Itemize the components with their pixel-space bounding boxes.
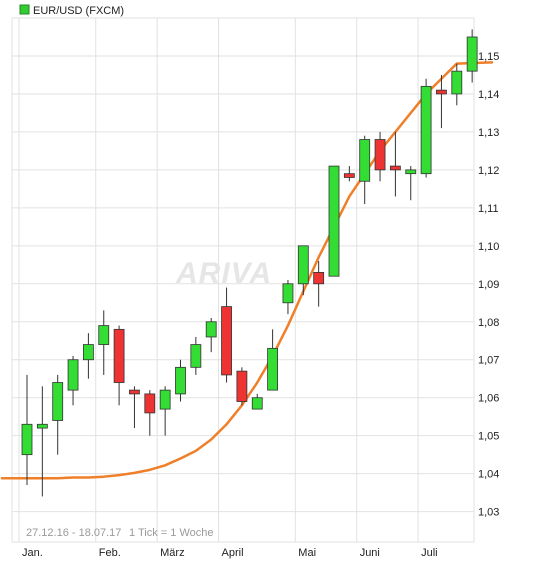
candle — [328, 165, 340, 277]
footer-tick-info: 1 Tick = 1 Woche — [129, 527, 213, 539]
candle-body-down — [144, 393, 156, 414]
candle — [190, 336, 202, 375]
y-tick-label: 1,11 — [478, 203, 499, 215]
y-tick-label: 1,07 — [478, 355, 499, 367]
candle-body-up — [282, 283, 294, 304]
candle — [359, 135, 371, 205]
candle — [466, 29, 478, 83]
candle — [205, 317, 217, 353]
y-tick-label: 1,10 — [478, 241, 499, 253]
candle-body-down — [313, 272, 325, 285]
candle — [251, 393, 263, 410]
candle-body-up — [52, 382, 64, 421]
legend-swatch — [19, 4, 30, 15]
y-tick-label: 1,08 — [478, 317, 499, 329]
candle — [175, 359, 186, 402]
y-tick-label: 1,12 — [478, 165, 499, 177]
candle-body-up — [297, 245, 309, 285]
moving-average-line — [0, 61, 494, 480]
candle — [113, 325, 125, 406]
candle-body-up — [175, 366, 186, 395]
x-tick-label: Jan. — [22, 547, 43, 559]
candle — [282, 280, 294, 315]
y-tick-label: 1,15 — [478, 51, 499, 63]
candle — [297, 245, 309, 296]
candle-body-up — [251, 397, 263, 410]
candle-body-up — [420, 85, 432, 175]
candle-body-down — [436, 89, 447, 95]
candle-body-up — [36, 423, 48, 429]
x-tick-label: Mai — [298, 547, 316, 559]
x-tick-label: Juli — [421, 547, 438, 559]
candle — [129, 386, 140, 429]
candle-body-up — [21, 423, 33, 456]
moving-average-layer — [0, 61, 494, 480]
candle-body-up — [67, 359, 79, 391]
candle-body-up — [190, 344, 202, 368]
candle-body-down — [129, 389, 140, 395]
candle — [159, 386, 171, 436]
x-tick-label: Feb. — [99, 547, 121, 559]
candle-body-up — [359, 139, 371, 182]
candle — [52, 374, 64, 455]
y-axis-labels: 1,03 1,04 1,05 1,06 1,07 1,08 1,09 1,10 1,11 1,12… — [478, 51, 499, 519]
candle — [221, 287, 232, 383]
candle-body-down — [374, 139, 386, 171]
candle-body-up — [205, 321, 217, 338]
candle-body-up — [267, 347, 279, 391]
y-tick-label: 1,05 — [478, 431, 499, 443]
candle-body-down — [236, 370, 248, 402]
candle-body-up — [405, 169, 417, 175]
candle — [389, 131, 401, 197]
candle — [374, 131, 386, 182]
candle-body-down — [221, 306, 232, 376]
candle-body-down — [113, 328, 125, 383]
y-tick-label: 1,06 — [478, 393, 499, 405]
candle-body-up — [159, 389, 171, 410]
candle-body-up — [451, 70, 463, 95]
y-tick-label: 1,09 — [478, 279, 499, 291]
y-tick-label: 1,03 — [478, 507, 499, 519]
candle-body-up — [83, 344, 94, 361]
legend-label: EUR/USD (FXCM) — [33, 5, 124, 17]
y-tick-label: 1,04 — [478, 469, 499, 481]
candle — [436, 74, 447, 129]
candle — [98, 310, 110, 375]
x-tick-label: April — [222, 547, 244, 559]
candle — [36, 386, 48, 497]
watermark: ARIVA — [175, 257, 272, 290]
candle — [236, 367, 248, 406]
candle — [343, 166, 355, 182]
x-tick-label: März — [160, 547, 184, 559]
candle — [420, 78, 432, 178]
candle — [405, 166, 417, 201]
x-axis-labels: Jan. Feb. März April Mai Juni Juli — [22, 547, 438, 559]
candle-body-up — [98, 325, 110, 345]
candle — [313, 261, 325, 307]
candle — [21, 374, 33, 486]
candle — [67, 355, 79, 406]
plot-frame — [11, 17, 475, 543]
y-tick-label: 1,14 — [478, 89, 499, 101]
candlestick-series — [21, 29, 478, 497]
candle — [83, 333, 94, 379]
candle — [267, 329, 279, 391]
x-tick-label: Juni — [360, 547, 380, 559]
candle — [144, 390, 156, 436]
candle-body-down — [343, 173, 355, 178]
footer-date-range: 27.12.16 - 18.07.17 — [26, 527, 121, 539]
candle-body-up — [466, 36, 478, 72]
legend: EUR/USD (FXCM) — [19, 4, 124, 17]
candle-body-up — [328, 165, 340, 277]
candle-body-down — [389, 165, 401, 171]
y-tick-label: 1,13 — [478, 127, 499, 139]
candle — [451, 63, 463, 106]
